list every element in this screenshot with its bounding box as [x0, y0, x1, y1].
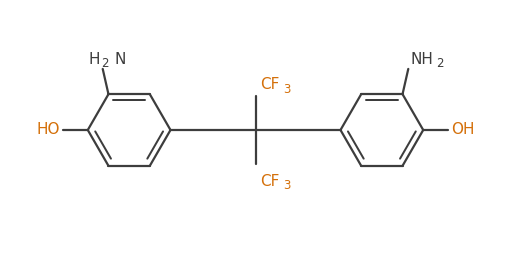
Text: CF: CF	[260, 174, 280, 188]
Text: 3: 3	[284, 179, 291, 192]
Text: H: H	[89, 52, 101, 67]
Text: NH: NH	[410, 52, 433, 67]
Text: CF: CF	[260, 77, 280, 92]
Text: 3: 3	[284, 82, 291, 95]
Text: 2: 2	[436, 57, 444, 70]
Text: N: N	[114, 52, 126, 67]
Text: HO: HO	[37, 122, 60, 138]
Text: 2: 2	[101, 57, 108, 70]
Text: OH: OH	[451, 122, 474, 138]
